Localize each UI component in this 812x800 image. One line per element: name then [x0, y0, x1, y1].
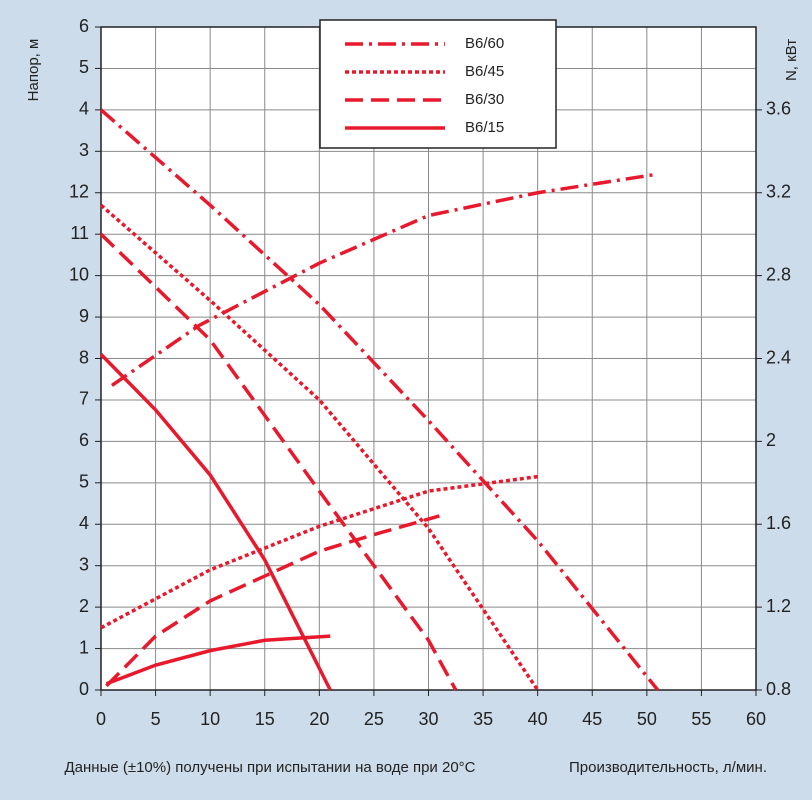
line-series: [105, 514, 440, 688]
y2-tick-label: 3.2: [766, 182, 791, 202]
y-tick-label: 11: [70, 223, 89, 243]
y-tick-label: 3: [79, 554, 89, 574]
y-tick-label: 4: [79, 99, 89, 119]
legend-label: B6/30: [465, 91, 504, 108]
line-series: [105, 634, 331, 686]
y2-tick-label: 1.2: [766, 596, 791, 616]
y-tick-label: 5: [79, 57, 89, 77]
note: Данные (±10%) получены при испытании на …: [65, 759, 476, 776]
line-series: [99, 353, 332, 691]
y2-tick-label: 2.4: [766, 347, 791, 367]
x-tick-label: 50: [637, 709, 657, 729]
y-tick-label: 6: [79, 16, 89, 36]
y-tick-label: 12: [69, 182, 89, 202]
legend-label: B6/60: [465, 35, 504, 52]
x-axis-title: Производительность, л/мин.: [569, 759, 767, 776]
y2-tick-label: 3.6: [766, 99, 791, 119]
y2-tick-label: 0.8: [766, 679, 791, 699]
x-tick-label: 0: [96, 709, 106, 729]
x-tick-label: 45: [582, 709, 602, 729]
legend-label: B6/45: [465, 63, 504, 80]
line-series: [100, 474, 538, 630]
x-tick-label: 60: [746, 709, 766, 729]
x-tick-label: 25: [364, 709, 384, 729]
y-tick-label: 9: [79, 306, 89, 326]
y-tick-label: 8: [79, 347, 89, 367]
line-series: [99, 232, 458, 691]
y-tick-label: 6: [79, 430, 89, 450]
y2-tick-label: 2.8: [766, 264, 791, 284]
line-series: [110, 172, 659, 387]
y-tick-label: 3: [79, 140, 89, 160]
legend-label: B6/15: [465, 119, 504, 136]
line-series: [99, 108, 660, 692]
y-tick-label: 7: [79, 389, 89, 409]
x-tick-label: 20: [309, 709, 329, 729]
y-tick-label: 0: [79, 679, 89, 699]
x-tick-label: 30: [418, 709, 438, 729]
x-tick-label: 15: [255, 709, 275, 729]
line-series: [99, 203, 540, 691]
y2-axis-title: N, кВт: [783, 39, 800, 81]
x-tick-label: 55: [691, 709, 711, 729]
y-tick-label: 5: [79, 472, 89, 492]
y-tick-label: 2: [79, 596, 89, 616]
y2-tick-label: 1.6: [766, 513, 791, 533]
y-axis-title: Напор, м: [25, 39, 42, 102]
x-tick-label: 35: [473, 709, 493, 729]
x-tick-label: 10: [200, 709, 220, 729]
y-tick-label: 4: [79, 513, 89, 533]
y2-tick-label: 2: [766, 430, 776, 450]
y-tick-label: 10: [69, 264, 89, 284]
y-tick-label: 1: [79, 637, 89, 657]
x-tick-label: 40: [528, 709, 548, 729]
x-tick-label: 5: [151, 709, 161, 729]
